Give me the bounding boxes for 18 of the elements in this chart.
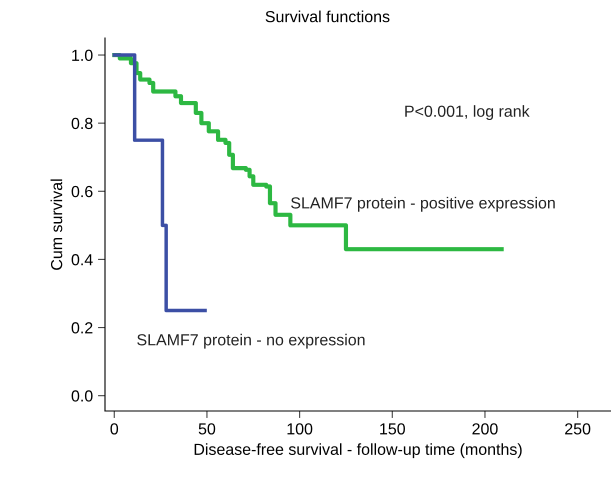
x-tick-label: 200 — [472, 423, 498, 435]
chart-title: Survival functions — [266, 10, 390, 22]
y-tick-label: 0.2 — [72, 322, 92, 334]
annotation: P<0.001, log rank — [405, 105, 530, 120]
y-tick-label: 0.8 — [72, 118, 92, 130]
x-tick-label: 150 — [380, 423, 405, 435]
x-axis-title: Disease-free survival - follow-up time (months) — [194, 443, 522, 458]
y-tick-label: 0.0 — [72, 390, 93, 402]
x-tick-label: 250 — [565, 423, 590, 435]
y-tick-label: 0.4 — [72, 254, 93, 266]
y-axis-title: Cum survival — [50, 179, 62, 270]
text: SLAMF7 protein - no expression — [137, 334, 365, 349]
x-tick-label: 50 — [198, 423, 216, 435]
x-tick-label: 0 — [110, 423, 118, 435]
y-tick-label: 0.6 — [72, 186, 92, 198]
series-label: SLAMF7 protein - positive expression — [291, 196, 555, 212]
y-tick-label: 1.0 — [72, 50, 93, 61]
x-tick-label: 100 — [288, 423, 312, 435]
